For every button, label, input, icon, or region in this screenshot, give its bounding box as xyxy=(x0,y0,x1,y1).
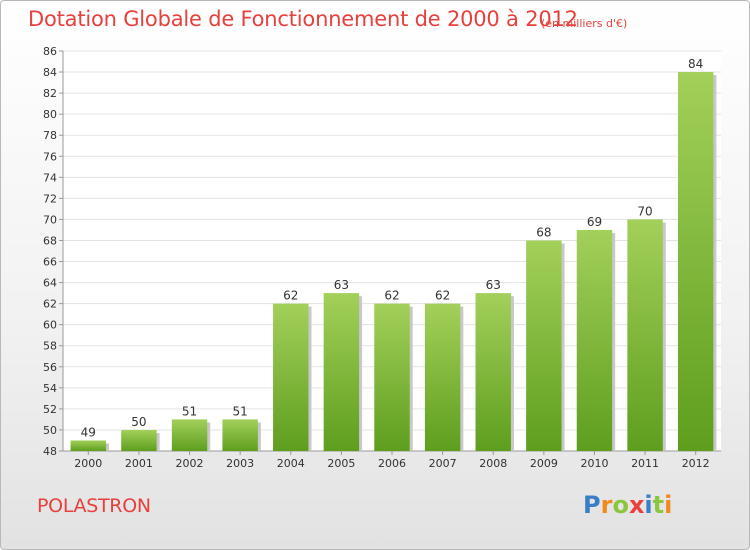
data-label: 63 xyxy=(486,278,501,292)
logo-letter: t xyxy=(652,491,665,519)
y-tick-label: 68 xyxy=(43,234,57,247)
bar xyxy=(424,303,461,451)
x-tick-label: 2012 xyxy=(682,457,710,470)
y-tick-label: 52 xyxy=(43,403,57,416)
bar xyxy=(273,303,309,451)
y-tick-label: 58 xyxy=(43,340,57,353)
bar xyxy=(576,229,613,451)
chart-title: Dotation Globale de Fonctionnement de 20… xyxy=(28,7,578,31)
y-tick-label: 76 xyxy=(43,150,57,163)
y-tick-label: 70 xyxy=(43,213,57,226)
x-tick-label: 2004 xyxy=(277,457,305,470)
bar xyxy=(677,72,714,451)
x-tick-label: 2002 xyxy=(176,457,204,470)
unit-note: (en milliers d'€) xyxy=(541,17,628,30)
commune-name: POLASTRON xyxy=(37,495,151,517)
x-tick-label: 2006 xyxy=(378,457,406,470)
bar xyxy=(627,219,663,451)
data-label: 50 xyxy=(131,415,146,429)
y-tick-label: 56 xyxy=(43,361,57,374)
bar xyxy=(171,419,208,451)
data-label: 49 xyxy=(81,425,96,439)
logo-letter: P xyxy=(583,491,601,519)
y-tick-label: 50 xyxy=(43,424,57,437)
data-label: 68 xyxy=(536,225,551,239)
y-tick-label: 48 xyxy=(43,445,57,458)
bar xyxy=(323,293,360,451)
bar xyxy=(526,240,562,451)
x-tick-label: 2007 xyxy=(429,457,457,470)
y-tick-label: 64 xyxy=(43,277,57,290)
logo-letter: i xyxy=(644,491,653,519)
y-tick-label: 80 xyxy=(43,108,57,121)
bar xyxy=(374,303,410,451)
y-tick-label: 54 xyxy=(43,382,57,395)
y-tick-label: 72 xyxy=(43,192,57,205)
data-label: 51 xyxy=(233,404,248,418)
proxiti-logo: Proxiti xyxy=(583,491,672,519)
logo-letter: o xyxy=(612,491,629,519)
y-tick-label: 60 xyxy=(43,319,57,332)
x-tick-label: 2001 xyxy=(125,457,153,470)
y-tick-label: 86 xyxy=(43,45,57,58)
logo-letter: x xyxy=(628,491,645,519)
y-tick-label: 74 xyxy=(43,171,57,184)
x-tick-label: 2009 xyxy=(530,457,558,470)
logo-letter: i xyxy=(664,491,673,519)
data-label: 70 xyxy=(637,204,652,218)
logo-letter: r xyxy=(600,491,613,519)
data-label: 63 xyxy=(334,278,349,292)
data-label: 62 xyxy=(283,289,298,303)
bar xyxy=(222,419,258,451)
y-tick-label: 82 xyxy=(43,87,57,100)
x-tick-label: 2003 xyxy=(226,457,254,470)
x-tick-label: 2011 xyxy=(631,457,659,470)
y-tick-label: 84 xyxy=(43,66,57,79)
y-tick-label: 78 xyxy=(43,129,57,142)
bar xyxy=(70,440,107,451)
y-tick-label: 62 xyxy=(43,298,57,311)
bar xyxy=(121,429,157,451)
data-label: 51 xyxy=(182,404,197,418)
x-tick-label: 2010 xyxy=(580,457,608,470)
data-label: 69 xyxy=(587,215,602,229)
data-label: 62 xyxy=(435,289,450,303)
x-tick-label: 2008 xyxy=(479,457,507,470)
x-tick-label: 2000 xyxy=(74,457,102,470)
data-label: 84 xyxy=(688,57,703,71)
bar xyxy=(475,293,511,451)
x-tick-label: 2005 xyxy=(327,457,355,470)
data-label: 62 xyxy=(384,289,399,303)
y-tick-label: 66 xyxy=(43,256,57,269)
